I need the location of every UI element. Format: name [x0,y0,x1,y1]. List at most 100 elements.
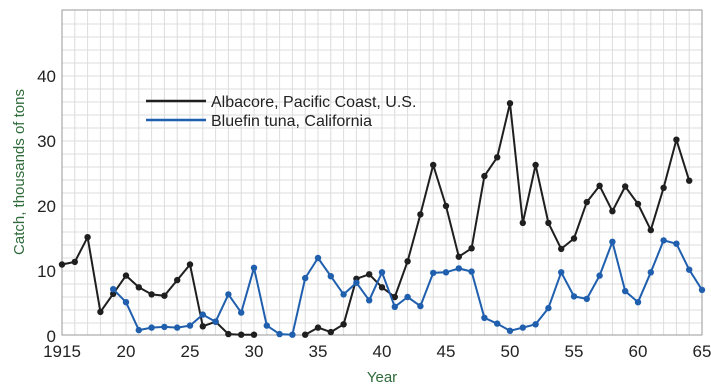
data-point [161,323,168,331]
data-point [135,284,142,291]
data-point [302,331,309,338]
data-point [84,234,91,241]
data-point [238,331,245,338]
x-tick-label: 50 [501,342,520,361]
y-tick-label: 0 [47,327,56,346]
data-point [634,299,642,306]
x-tick-label: 60 [629,342,648,361]
data-point [289,331,296,338]
data-point [596,272,603,279]
data-point [366,271,373,278]
data-point [430,161,437,169]
data-point [468,268,475,275]
data-point [673,136,680,143]
legend-label: Albacore, Pacific Coast, U.S. [211,94,416,111]
data-point [481,172,488,180]
data-point [494,154,501,161]
data-point [378,284,386,291]
data-point [122,299,130,306]
series-bluefin-tuna [110,237,706,338]
data-point [238,309,245,316]
y-tick-label: 20 [37,197,56,216]
data-point [417,302,424,310]
data-point [519,219,526,227]
y-tick-label: 40 [37,67,56,86]
data-point [634,200,642,208]
data-point [519,324,526,331]
data-point [327,328,334,336]
data-point [532,161,539,169]
data-point [686,266,693,273]
data-point [391,293,398,301]
data-point [545,219,552,227]
data-point [468,245,475,252]
data-point [391,303,398,310]
data-point [378,269,386,276]
data-point [276,330,283,338]
data-point [647,269,654,276]
data-point [174,324,181,331]
data-point [622,287,629,295]
data-point [97,308,104,316]
data-point [314,254,322,262]
data-point [199,311,206,318]
data-point [122,272,130,279]
data-point [58,261,66,268]
x-tick-labels: 1915 20 25 30 35 40 45 50 55 60 65 [43,342,711,361]
data-point [442,202,450,210]
legend-label: Bluefin tuna, California [211,113,372,130]
data-point [494,320,501,327]
data-point [148,324,155,331]
data-point [506,100,514,107]
data-point [481,314,488,321]
x-tick-label: 65 [693,342,711,361]
legend: Albacore, Pacific Coast, U.S. Bluefin tun… [146,94,416,130]
data-point [417,211,424,218]
data-point [506,327,514,334]
x-tick-label: 40 [373,342,392,361]
data-point [609,238,616,245]
data-point [225,291,232,298]
data-point [583,295,590,303]
data-point [340,321,347,328]
data-point [225,330,232,338]
x-tick-label: 1915 [43,342,81,361]
data-point [263,322,270,329]
data-point [532,321,539,328]
data-point [314,324,322,331]
x-tick-label: 20 [117,342,136,361]
x-tick-label: 35 [309,342,328,361]
data-point [186,322,194,329]
data-point [545,304,552,312]
data-point [212,318,219,325]
data-point [199,323,206,330]
plot-frame [61,9,703,336]
data-point [148,291,155,298]
data-point [340,291,347,298]
y-tick-label: 30 [37,132,56,151]
data-point [442,269,450,276]
y-axis-label: Catch, thousands of tons [11,89,28,255]
series-layer [58,100,706,338]
x-axis-label: Year [367,369,397,386]
y-tick-labels: 0 10 20 30 40 [37,67,56,346]
data-point [647,226,654,234]
y-tick-label: 10 [37,262,56,281]
x-tick-label: 55 [565,342,584,361]
data-point [698,286,706,294]
data-point [404,293,411,301]
data-point [660,184,667,191]
data-point [673,240,680,247]
data-point [596,182,603,189]
data-point [686,177,693,184]
data-point [455,253,462,260]
data-point [366,297,373,304]
data-point [250,331,258,338]
legend-item: Bluefin tuna, California [146,113,372,130]
legend-item: Albacore, Pacific Coast, U.S. [146,94,416,111]
series-line [61,236,254,336]
data-point [250,264,258,271]
x-tick-label: 30 [245,342,264,361]
data-point [110,286,117,293]
data-point [135,326,142,334]
